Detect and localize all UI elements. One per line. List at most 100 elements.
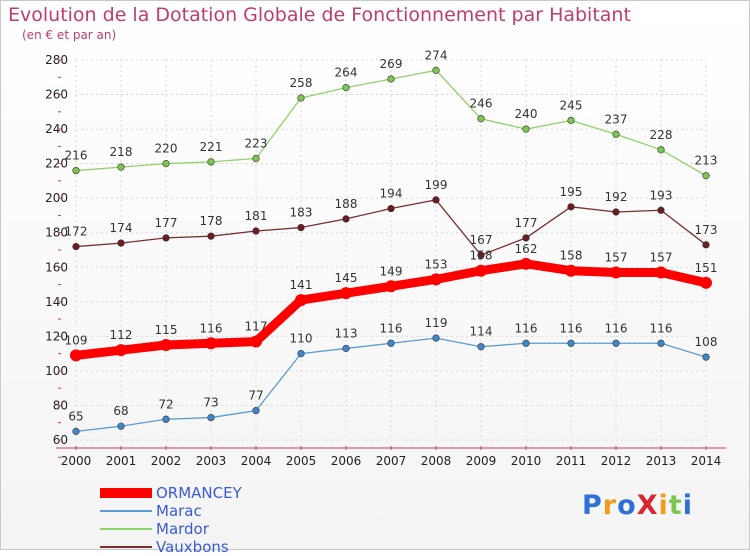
- data-point-ormancey: [430, 273, 442, 286]
- data-label-marac: 116: [605, 321, 628, 335]
- data-point-mardor: [72, 166, 80, 175]
- x-tick-label: 2005: [286, 454, 317, 468]
- x-tick-label: 2012: [601, 454, 632, 468]
- data-point-mardor: [657, 146, 665, 154]
- data-label-ormancey: 158: [560, 249, 583, 263]
- data-label-ormancey: 162: [515, 242, 538, 256]
- data-point-marac: [657, 339, 665, 347]
- data-label-ormancey: 158: [470, 249, 493, 263]
- data-point-ormancey: [250, 335, 262, 348]
- x-tick-label: 2000: [61, 454, 92, 468]
- x-tick-label: 2010: [511, 454, 542, 468]
- logo-letter: r: [602, 490, 618, 521]
- data-label-vauxbons: 172: [65, 225, 88, 239]
- data-point-mardor: [567, 116, 575, 125]
- y-tick-label: 180: [45, 226, 68, 240]
- x-tick-label: 2002: [151, 454, 182, 468]
- data-point-mardor: [387, 75, 395, 83]
- x-tick-label: 2011: [556, 454, 587, 468]
- proxiti-logo: ProXiti: [582, 490, 693, 521]
- data-label-vauxbons: 181: [245, 209, 268, 223]
- x-tick-label: 2001: [106, 454, 137, 468]
- y-tick-label: 280: [45, 53, 68, 67]
- data-label-marac: 72: [158, 397, 173, 411]
- y-tick-label: 120: [45, 329, 68, 343]
- data-point-mardor: [432, 66, 440, 74]
- data-point-marac: [702, 353, 710, 361]
- x-tick-label: 2009: [466, 454, 497, 468]
- data-label-vauxbons: 183: [290, 206, 313, 220]
- data-label-vauxbons: 167: [470, 233, 493, 247]
- data-label-mardor: 218: [110, 145, 133, 159]
- y-tick-label: 160: [45, 260, 68, 274]
- logo-letter: X: [636, 490, 659, 521]
- data-label-marac: 68: [113, 404, 128, 418]
- data-labels: 216 218 220 221 223 258 264 269 274 246 240 245 237 2…: [65, 48, 718, 423]
- legend-item-marac: Marac: [100, 502, 242, 520]
- data-point-vauxbons: [162, 234, 170, 242]
- data-point-ormancey: [295, 294, 307, 307]
- data-point-marac: [477, 343, 485, 351]
- legend: ORMANCEY Marac Mardor Vauxbons: [100, 484, 242, 556]
- legend-item-vauxbons: Vauxbons: [100, 538, 242, 556]
- x-tick-label: 2003: [196, 454, 227, 468]
- data-point-vauxbons: [297, 223, 305, 232]
- data-label-mardor: 221: [200, 140, 223, 154]
- data-label-ormancey: 145: [335, 271, 358, 285]
- data-point-ormancey: [655, 266, 667, 279]
- data-label-ormancey: 109: [65, 333, 88, 347]
- data-point-ormancey: [700, 276, 712, 289]
- data-label-mardor: 264: [335, 66, 358, 80]
- chart-subtitle: (en € et par an): [22, 28, 117, 42]
- data-label-mardor: 274: [425, 48, 448, 62]
- data-label-vauxbons: 193: [650, 188, 673, 202]
- data-label-marac: 113: [335, 326, 358, 340]
- data-label-marac: 119: [425, 316, 448, 330]
- data-point-vauxbons: [657, 206, 665, 214]
- data-point-ormancey: [520, 257, 532, 270]
- data-point-mardor: [252, 154, 260, 163]
- logo-letter: i: [682, 490, 693, 521]
- data-label-vauxbons: 177: [155, 216, 178, 230]
- legend-swatch: [100, 546, 152, 548]
- legend-item-ormancey: ORMANCEY: [100, 484, 242, 502]
- logo-letter: i: [658, 490, 669, 521]
- chart-title: Evolution de la Dotation Globale de Fonc…: [8, 4, 631, 26]
- y-tick-label: 140: [45, 295, 68, 309]
- data-point-marac: [612, 339, 620, 347]
- data-label-marac: 114: [470, 325, 493, 339]
- series-layer: [70, 66, 712, 435]
- data-point-vauxbons: [72, 242, 80, 251]
- data-point-vauxbons: [432, 196, 440, 204]
- data-point-marac: [567, 339, 575, 347]
- data-point-vauxbons: [117, 239, 125, 247]
- legend-swatch: [100, 488, 152, 498]
- data-label-mardor: 237: [605, 112, 628, 126]
- data-point-mardor: [297, 94, 305, 102]
- data-label-vauxbons: 174: [110, 221, 133, 235]
- data-point-marac: [162, 415, 170, 423]
- data-point-ormancey: [70, 349, 82, 362]
- data-point-marac: [297, 350, 305, 358]
- data-label-ormancey: 117: [245, 320, 268, 334]
- data-label-mardor: 216: [65, 149, 88, 163]
- data-point-mardor: [477, 115, 485, 123]
- y-tick-label: 220: [45, 157, 68, 171]
- data-point-vauxbons: [702, 241, 710, 249]
- data-label-ormancey: 153: [425, 257, 448, 271]
- data-label-mardor: 246: [470, 97, 493, 111]
- data-point-mardor: [162, 160, 170, 168]
- data-label-vauxbons: 178: [200, 214, 223, 228]
- data-label-mardor: 269: [380, 57, 403, 71]
- data-point-marac: [72, 427, 80, 435]
- data-label-mardor: 258: [290, 76, 313, 90]
- data-label-marac: 116: [515, 321, 538, 335]
- data-label-marac: 73: [203, 396, 218, 410]
- data-point-ormancey: [385, 280, 397, 293]
- data-point-marac: [252, 407, 260, 415]
- data-label-marac: 116: [380, 321, 403, 335]
- x-tick-label: 2008: [421, 454, 452, 468]
- data-point-vauxbons: [477, 251, 485, 259]
- data-label-mardor: 220: [155, 142, 178, 156]
